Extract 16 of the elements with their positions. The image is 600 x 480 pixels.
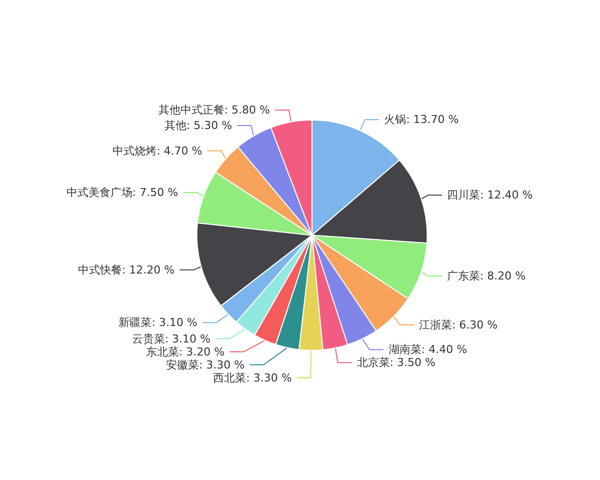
slice-label: 北京菜: 3.50 % [356, 356, 436, 370]
slice-label: 中式烧烤: 4.70 % [112, 144, 202, 158]
slice-label: 东北菜: 3.20 % [146, 345, 225, 358]
slice-label: 安徽菜: 3.30 % [166, 358, 245, 372]
slice-label: 四川菜: 12.40 % [447, 188, 533, 202]
slice-label: 广东菜: 8.20 % [446, 270, 526, 283]
slice-label: 火锅: 13.70 % [384, 113, 459, 126]
slice-label: 中式美食广场: 7.50 % [66, 186, 178, 199]
slice-label: 江浙菜: 6.30 % [418, 318, 498, 332]
slice-label: 西北菜: 3.30 % [213, 371, 292, 384]
slice-label: 中式快餐: 12.20 % [78, 263, 175, 276]
slice-label: 新疆菜: 3.10 % [118, 316, 198, 330]
slice-label: 云贵菜: 3.10 % [132, 332, 210, 346]
slice-label: 其他: 5.30 % [164, 119, 232, 132]
slice-label: 湖南菜: 4.40 % [388, 343, 468, 356]
slice-label: 其他中式正餐: 5.80 % [158, 104, 270, 117]
